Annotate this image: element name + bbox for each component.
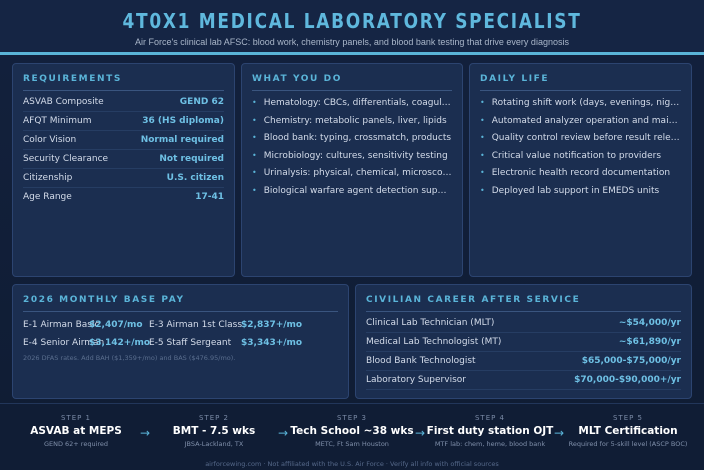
step-5: STEP 5 MLT Certification Required for 5-sk… (563, 414, 693, 448)
list-item: Urinalysis: physical, chemical, microsco… (252, 164, 452, 182)
list-item: Hematology: CBCs, differentials, coagula… (252, 94, 452, 112)
step-subtitle: MTF lab: chem, heme, blood bank (434, 440, 546, 448)
table-row: Citizenship U.S. citizen (23, 169, 224, 188)
panel-title: CIVILIAN CAREER AFTER SERVICE (366, 295, 681, 312)
step-title: BMT - 7.5 wks (172, 425, 256, 437)
list-item: Deployed lab support in EMEDS units (480, 182, 681, 200)
table-row: AFQT Minimum 36 (HS diploma) (23, 112, 224, 131)
header: 4T0X1 MEDICAL LABORATORY SPECIALIST Air … (0, 0, 704, 53)
civilian-panel: CIVILIAN CAREER AFTER SERVICE Clinical L… (355, 284, 692, 399)
step-4: STEP 4 First duty station OJT MTF lab: che… (425, 414, 555, 448)
pay-grade: E-5 Staff Sergeant (149, 338, 232, 348)
list-item: Critical value notification to providers (480, 147, 681, 165)
list-item: Chemistry: metabolic panels, liver, lipi… (252, 112, 452, 130)
pay-amount: $2,837+/mo (241, 320, 303, 330)
footer: airforcewing.com · Not affiliated with t… (205, 460, 499, 468)
row-value: $65,000-$75,000/yr (581, 356, 681, 366)
list-item: Microbiology: cultures, sensitivity test… (252, 147, 452, 165)
step-title: MLT Certification (578, 425, 678, 437)
arrow-right-icon: → (554, 426, 565, 440)
step-subtitle: METC, Ft Sam Houston (315, 440, 389, 448)
pay-panel: 2026 MONTHLY BASE PAY E-1 Airman Basic $2… (12, 284, 349, 399)
row-value: Not required (159, 154, 224, 164)
table-row: Security Clearance Not required (23, 150, 224, 169)
list-item: Blood bank: typing, crossmatch, products (252, 129, 452, 147)
panel-title: 2026 MONTHLY BASE PAY (23, 295, 338, 312)
panel-title: REQUIREMENTS (23, 74, 224, 91)
table-row: Laboratory Supervisor $70,000-$90,000+/yr (366, 371, 681, 390)
row-value: ~$54,000/yr (618, 318, 681, 328)
row-value: $70,000-$90,000+/yr (574, 375, 681, 385)
career-steps: STEP 1 ASVAB at MEPS GEND 62+ required → STE… (0, 403, 704, 470)
step-2: STEP 2 BMT - 7.5 wks JBSA-Lackland, TX (149, 414, 279, 448)
step-label: STEP 4 (474, 414, 506, 422)
row-label: AFQT Minimum (23, 116, 92, 126)
row-label: Laboratory Supervisor (366, 375, 466, 385)
step-title: First duty station OJT (426, 425, 554, 437)
row-label: Age Range (23, 192, 72, 202)
table-row: Age Range 17-41 (23, 188, 224, 207)
page-subtitle: Air Force's clinical lab AFSC: blood wor… (135, 37, 569, 47)
header-divider (0, 52, 704, 55)
arrow-right-icon: → (140, 426, 151, 440)
step-title: Tech School ~38 wks (290, 425, 414, 437)
arrow-right-icon: → (415, 426, 426, 440)
row-value: ~$61,890/yr (618, 337, 681, 347)
row-label: Blood Bank Technologist (366, 356, 476, 366)
row-label: Color Vision (23, 135, 77, 145)
step-title: ASVAB at MEPS (30, 425, 122, 437)
row-value: 17-41 (195, 192, 224, 202)
row-label: Clinical Lab Technician (MLT) (366, 318, 495, 328)
row-value: 36 (HS diploma) (142, 116, 224, 126)
table-row: Color Vision Normal required (23, 131, 224, 150)
step-subtitle: Required for 5-skill level (ASCP BOC) (568, 440, 688, 448)
table-row: Clinical Lab Technician (MLT) ~$54,000/yr (366, 314, 681, 333)
row-value: GEND 62 (179, 97, 224, 107)
pay-amount: $2,407/mo (89, 320, 143, 330)
row-value: Normal required (140, 135, 224, 145)
step-subtitle: GEND 62+ required (43, 440, 109, 448)
step-label: STEP 1 (60, 414, 92, 422)
step-label: STEP 2 (198, 414, 230, 422)
row-label: Medical Lab Technologist (MT) (366, 337, 502, 347)
pay-grade: E-1 Airman Basic (23, 320, 100, 330)
panel-title: WHAT YOU DO (252, 74, 452, 91)
step-label: STEP 5 (612, 414, 644, 422)
step-3: STEP 3 Tech School ~38 wks METC, Ft Sam Ho… (287, 414, 417, 448)
table-row: Blood Bank Technologist $65,000-$75,000/y… (366, 352, 681, 371)
row-label: ASVAB Composite (23, 97, 104, 107)
row-value: U.S. citizen (166, 173, 224, 183)
table-row: Medical Lab Technologist (MT) ~$61,890/yr (366, 333, 681, 352)
step-1: STEP 1 ASVAB at MEPS GEND 62+ required (11, 414, 141, 448)
what-you-do-panel: WHAT YOU DO Hematology: CBCs, differenti… (241, 63, 463, 277)
list-item: Rotating shift work (days, evenings, nig… (480, 94, 681, 112)
requirements-panel: REQUIREMENTS ASVAB Composite GEND 62 AFQT … (12, 63, 235, 277)
page-title: 4T0X1 MEDICAL LABORATORY SPECIALIST (122, 9, 582, 33)
daily-life-panel: DAILY LIFE Rotating shift work (days, ev… (469, 63, 692, 277)
list-item: Biological warfare agent detection suppo… (252, 182, 452, 200)
row-label: Citizenship (23, 173, 73, 183)
pay-amount: $3,142+/mo (89, 338, 151, 348)
row-label: Security Clearance (23, 154, 109, 164)
step-label: STEP 3 (336, 414, 368, 422)
list-item: Quality control review before result rel… (480, 129, 681, 147)
arrow-right-icon: → (278, 426, 289, 440)
list-item: Automated analyzer operation and mainten… (480, 112, 681, 130)
panel-title: DAILY LIFE (480, 74, 681, 91)
pay-note: 2026 DFAS rates. Add BAH ($1,359+/mo) an… (23, 354, 236, 362)
table-row: ASVAB Composite GEND 62 (23, 93, 224, 112)
pay-grade: E-4 Senior Airman (23, 338, 105, 348)
pay-amount: $3,343+/mo (241, 338, 303, 348)
list-item: Electronic health record documentation (480, 164, 681, 182)
pay-grade: E-3 Airman 1st Class (149, 320, 243, 330)
step-subtitle: JBSA-Lackland, TX (184, 440, 244, 448)
